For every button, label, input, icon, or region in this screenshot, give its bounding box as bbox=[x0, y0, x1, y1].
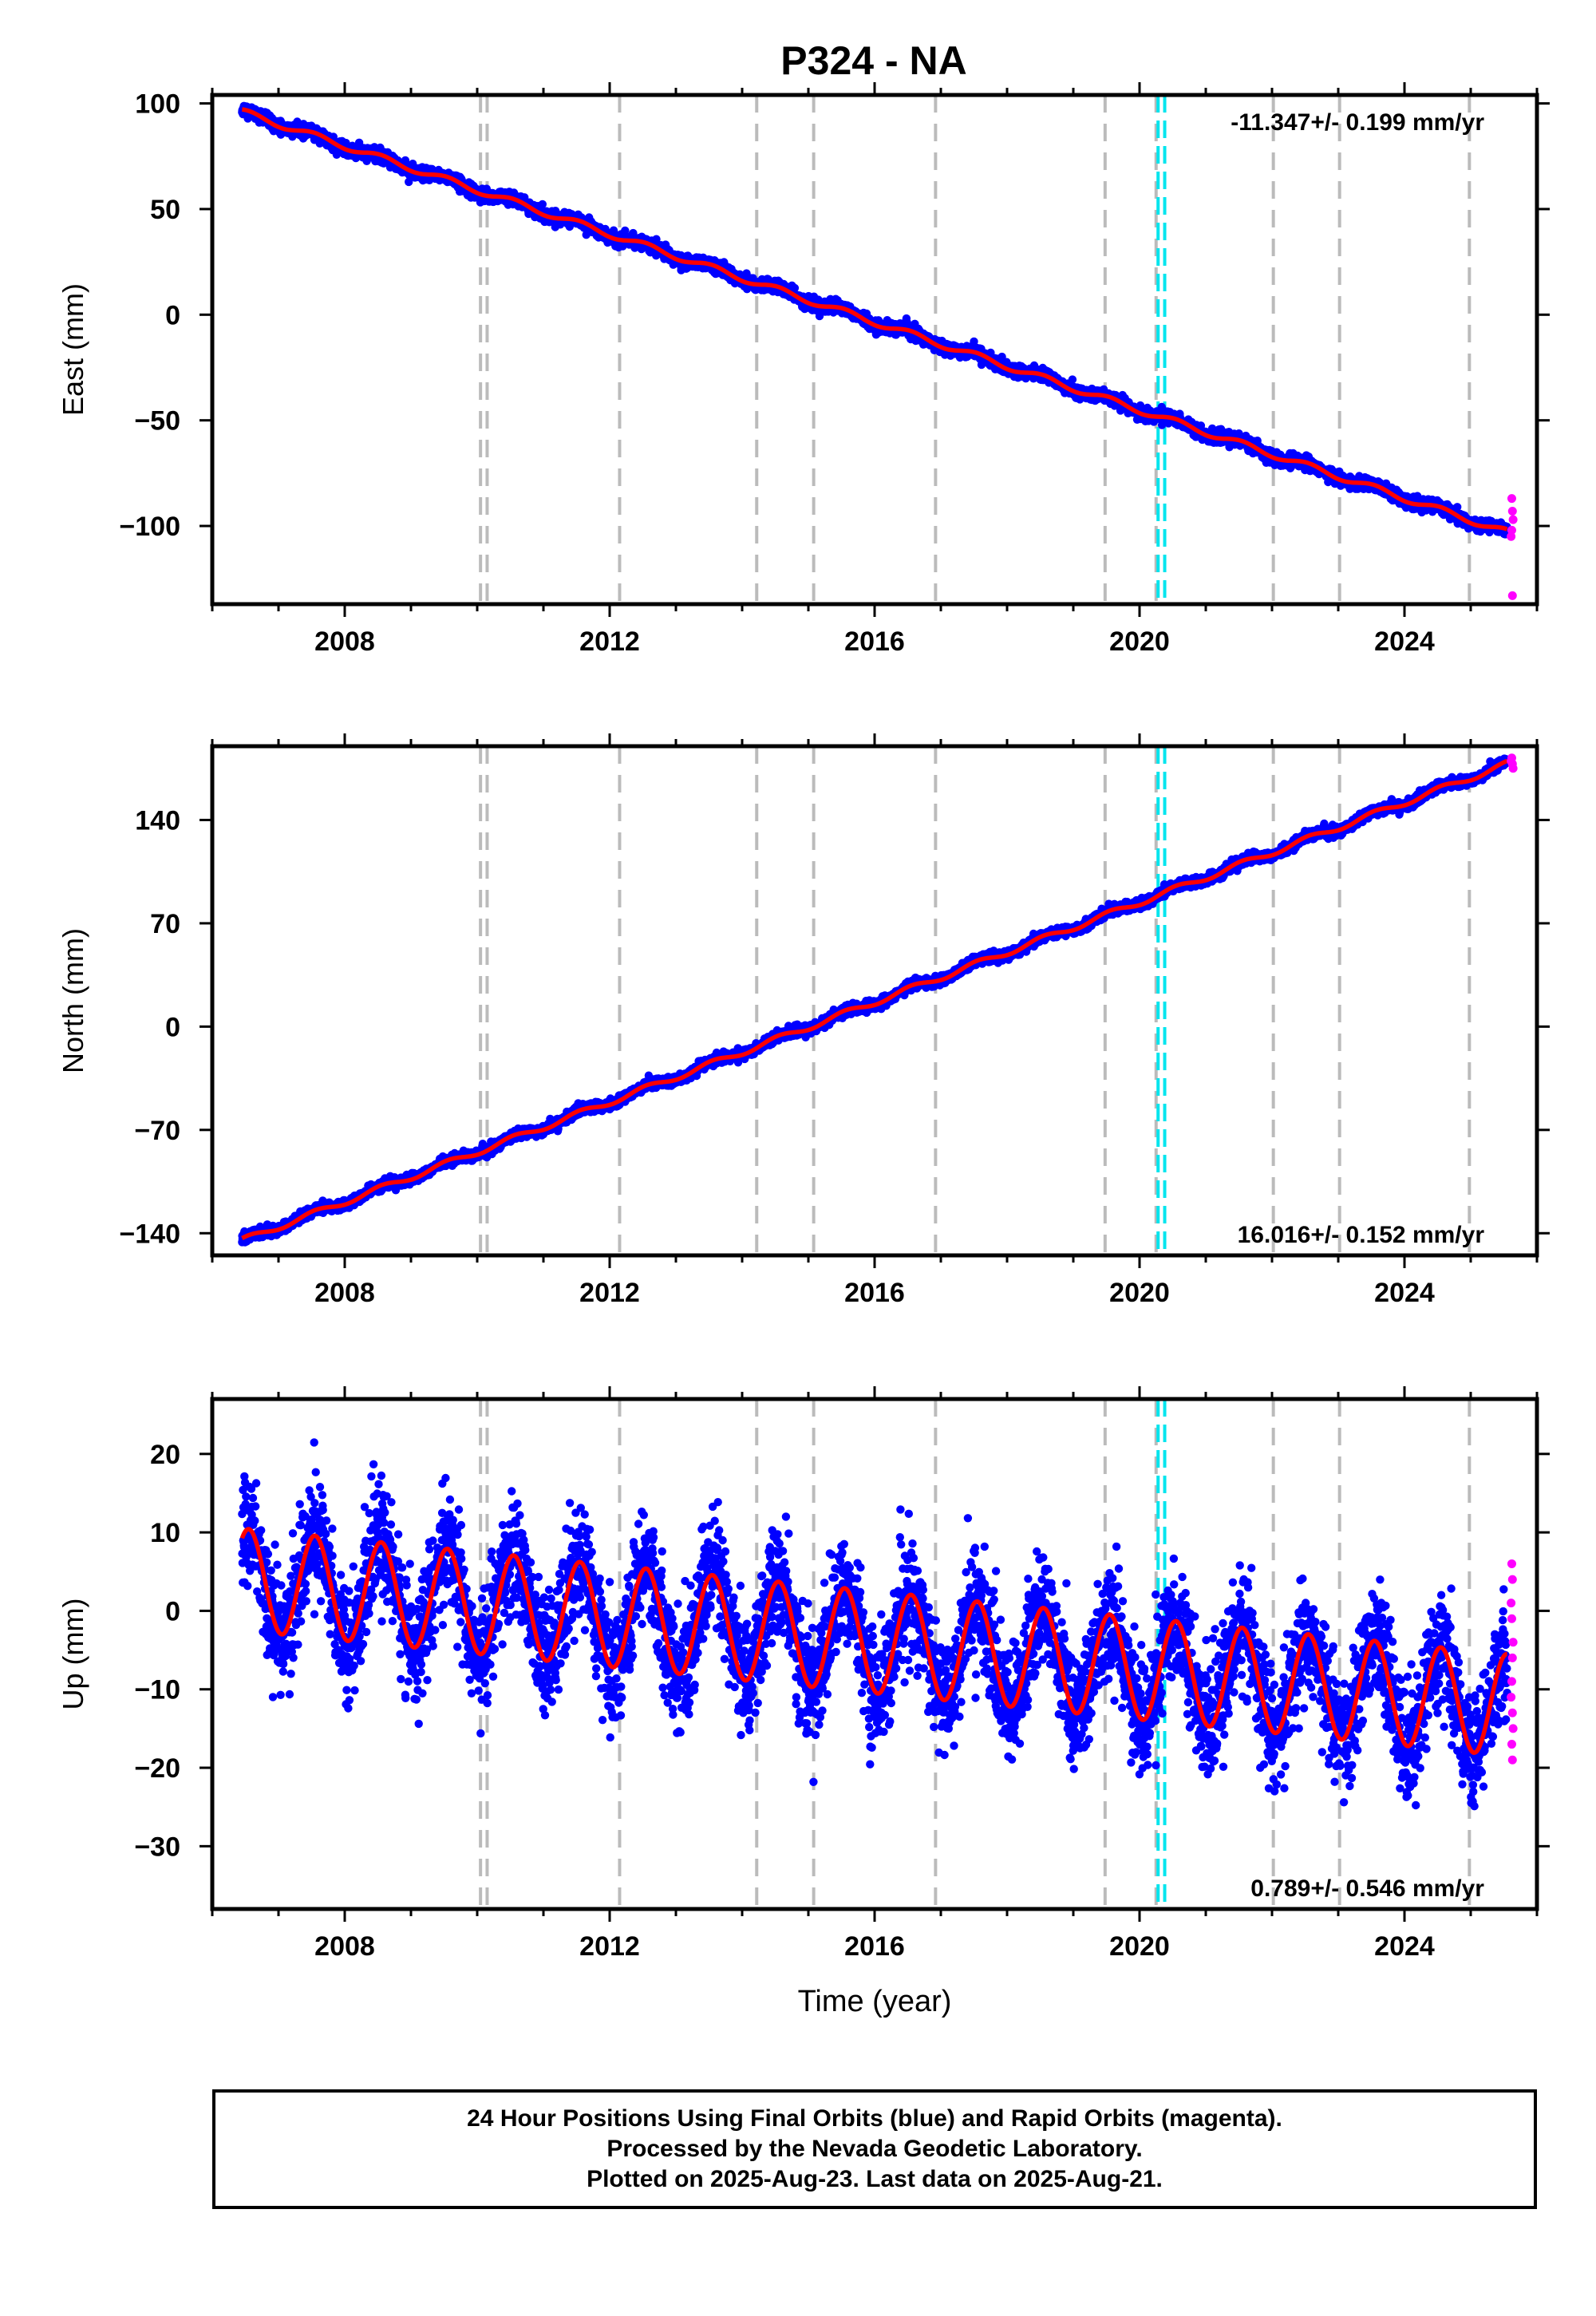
final-orbit-point bbox=[790, 283, 800, 293]
final-orbit-point bbox=[538, 200, 547, 209]
final-orbit-point bbox=[1068, 375, 1077, 384]
chart-title: P324 - NA bbox=[780, 38, 966, 83]
final-orbit-points bbox=[238, 101, 1511, 539]
